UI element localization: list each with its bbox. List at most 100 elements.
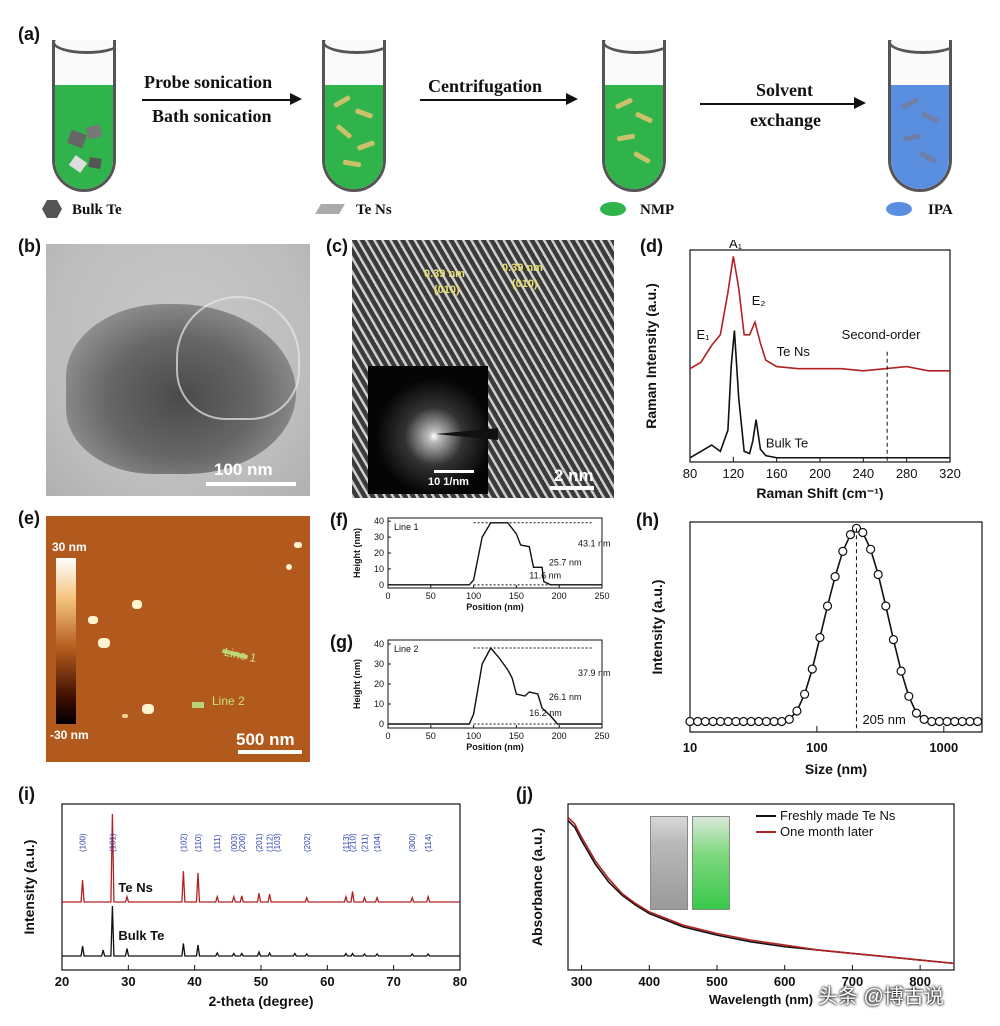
x-tick-label: 0 [385, 591, 390, 601]
x-tick-label: 80 [683, 466, 697, 481]
height-profile-line [388, 646, 602, 725]
line-2-label: Line 2 [212, 694, 245, 708]
te-flake [342, 159, 362, 168]
step3-line2: exchange [750, 110, 821, 130]
x-axis-label: Wavelength (nm) [709, 992, 813, 1007]
data-point [888, 634, 899, 645]
fft-inset: 10 1/nm [368, 366, 498, 494]
data-point [685, 716, 695, 727]
scale-bar [238, 750, 302, 754]
arrowhead [290, 93, 302, 105]
nmp-liquid [605, 84, 663, 189]
data-point [858, 527, 868, 538]
miller-index-label: (100) [79, 833, 88, 852]
y-tick-label: 20 [374, 679, 384, 689]
panel-j-label: (j) [516, 784, 533, 804]
plot-frame [689, 521, 983, 733]
nanosheet [132, 600, 142, 609]
te-flake [902, 133, 922, 142]
series-line-bulk-te [689, 330, 950, 459]
x-tick-label: 200 [552, 731, 567, 741]
chart-g: 0 50 100 150 200 250 0 10 20 30 40 Position (nm) Hei… [352, 639, 611, 752]
step2-line1: Centrifugation [428, 76, 542, 96]
data-point [807, 664, 817, 674]
x-tick-label: 250 [594, 731, 609, 741]
nanosheet [294, 542, 302, 548]
chart-j: 300 400 500 600 700 800 Wavelength (nm) Absorba… [529, 803, 955, 1007]
x-tick-label: 280 [896, 466, 918, 481]
te-flake [632, 150, 652, 164]
nmp-legend-icon [600, 202, 626, 216]
peak-annotation: 205 nm [862, 712, 905, 727]
y-axis-label: Intensity (a.u.) [649, 580, 665, 675]
arrowhead [566, 93, 578, 105]
data-point [777, 716, 787, 727]
x-tick-label: 100 [466, 731, 481, 741]
x-tick-label: 500 [706, 974, 728, 989]
peak-label-e1: E₁ [697, 327, 711, 342]
series-label-te-ns: Te Ns [118, 880, 152, 895]
data-point [708, 716, 718, 727]
chart-d: 80 120 160 200 240 280 320 Raman Shift (cm⁻¹) Ra… [643, 240, 961, 500]
x-tick-label: 320 [939, 466, 961, 481]
x-tick-label: 700 [842, 974, 864, 989]
arrow-step-1 [142, 99, 292, 101]
x-tick-label: 40 [187, 974, 201, 989]
plot-frame [387, 517, 603, 589]
x-tick-label: 1000 [929, 740, 958, 755]
miller-index-label: (211) [360, 834, 369, 852]
size-distribution-line [690, 527, 978, 723]
bulk-te-legend-icon [42, 200, 62, 218]
x-tick-label: 250 [594, 591, 609, 601]
te-flake [354, 107, 374, 119]
te-flake [634, 111, 654, 124]
vial-photo-fresh [650, 816, 688, 910]
data-point [784, 714, 794, 724]
step-annotation: 11.6 nm [529, 570, 561, 580]
step3-line1: Solvent [756, 80, 814, 100]
annotation-second-order: Second-order [842, 327, 921, 342]
panel-e-label: (e) [18, 508, 40, 528]
data-point [973, 716, 983, 727]
data-point [950, 716, 960, 727]
data-point [800, 689, 810, 699]
y-axis-label: Height (nm) [352, 659, 362, 709]
panel-i-label: (i) [18, 784, 35, 804]
series-label-bulk-te: Bulk Te [118, 928, 164, 943]
miller-index-label: (104) [373, 833, 382, 852]
arrow-step-2 [420, 99, 568, 101]
x-tick-label: 200 [809, 466, 831, 481]
x-tick-label: 10 [683, 740, 697, 755]
panel-b-label: (b) [18, 236, 41, 256]
miller-index-label: (103) [273, 833, 282, 852]
y-tick-label: 10 [374, 699, 384, 709]
tube-centrifuged [602, 40, 666, 192]
x-tick-label: 80 [453, 974, 467, 989]
profile-title: Line 1 [394, 522, 419, 532]
data-point [957, 716, 967, 727]
nanosheet [142, 704, 154, 714]
x-tick-label: 800 [909, 974, 931, 989]
step1-line1: Probe sonication [144, 72, 273, 92]
x-axis-label: 2-theta (degree) [208, 993, 313, 1009]
y-axis-label: Raman Intensity (a.u.) [643, 283, 659, 428]
x-tick-label: 60 [320, 974, 334, 989]
data-point [965, 716, 975, 727]
miller-index-label: (112) [266, 834, 275, 852]
x-tick-label: 70 [386, 974, 400, 989]
lattice-plane-2: (010) [512, 278, 538, 290]
y-tick-label: 0 [379, 719, 384, 729]
step-annotation: 26.1 nm [549, 692, 582, 702]
data-point [769, 716, 779, 727]
step-annotation: 25.7 nm [549, 558, 582, 568]
height-profile-line [388, 522, 602, 586]
x-axis-label: Raman Shift (cm⁻¹) [756, 485, 883, 500]
legend-ipa: IPA [928, 202, 953, 218]
inset-scale-bar [434, 470, 474, 473]
tube-bulk-te [52, 40, 116, 192]
peak-label-a1: A₁ [729, 240, 743, 251]
peak-label-e2: E₂ [752, 293, 766, 308]
profile-title: Line 2 [394, 644, 419, 654]
scale-bar-label: 2 nm [554, 466, 594, 485]
nanosheet-line-2 [192, 702, 204, 708]
